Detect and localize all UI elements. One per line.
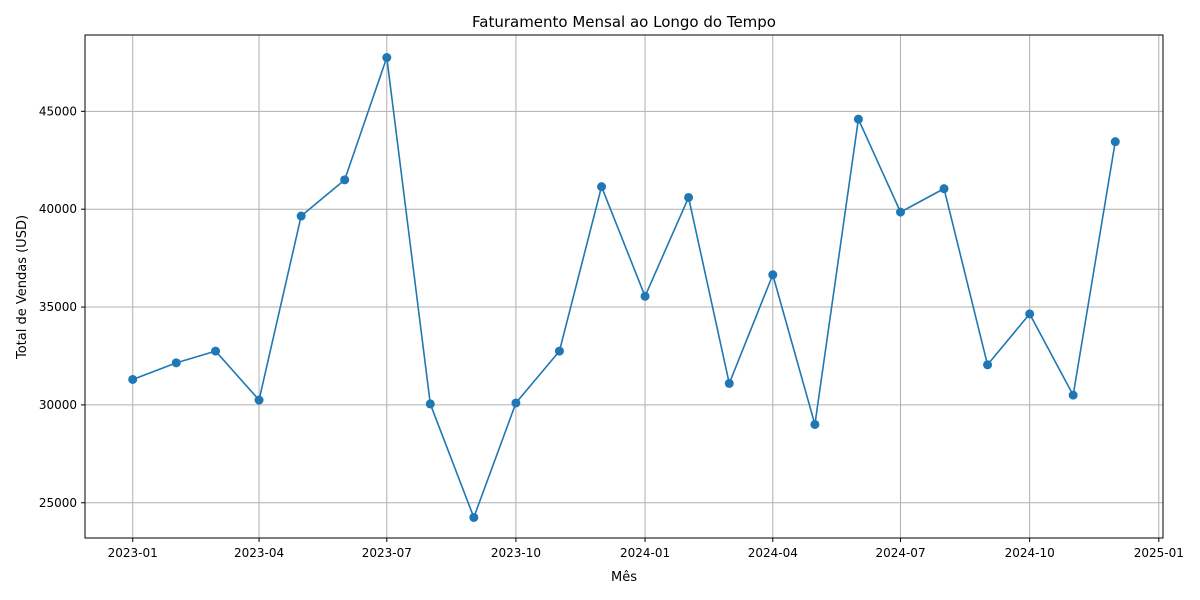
data-point xyxy=(211,346,221,356)
x-tick-label: 2024-04 xyxy=(748,546,798,560)
data-point xyxy=(1068,390,1078,400)
data-point xyxy=(768,270,778,280)
y-tick-label: 40000 xyxy=(39,202,77,216)
data-point xyxy=(896,207,906,217)
x-axis: 2023-01 2023-04 2023-07 2023-10 2024-01 2024-… xyxy=(108,538,1184,560)
data-point xyxy=(684,192,694,202)
data-point xyxy=(554,346,564,356)
x-tick-label: 2023-01 xyxy=(108,546,158,560)
data-point xyxy=(511,398,521,408)
data-point xyxy=(128,374,138,384)
y-tick-label: 35000 xyxy=(39,300,77,314)
x-tick-label: 2024-01 xyxy=(620,546,670,560)
y-tick-label: 25000 xyxy=(39,496,77,510)
x-tick-label: 2023-10 xyxy=(491,546,541,560)
data-point xyxy=(340,175,350,185)
chart-title: Faturamento Mensal ao Longo do Tempo xyxy=(472,13,776,31)
data-point xyxy=(382,53,392,63)
y-tick-label: 45000 xyxy=(39,104,77,118)
x-tick-label: 2025-01 xyxy=(1134,546,1184,560)
data-point xyxy=(853,114,863,124)
grid xyxy=(85,35,1163,538)
data-point xyxy=(939,184,949,194)
x-axis-label: Mês xyxy=(611,570,637,585)
y-axis: 25000 30000 35000 40000 45000 xyxy=(39,104,85,510)
data-point xyxy=(597,182,607,192)
data-point xyxy=(171,358,181,368)
data-point xyxy=(640,291,650,301)
series-line xyxy=(132,56,1117,519)
y-axis-label: Total de Vendas (USD) xyxy=(15,215,30,360)
data-point xyxy=(425,399,435,409)
data-point xyxy=(296,211,306,221)
x-tick-label: 2024-07 xyxy=(875,546,925,560)
data-point xyxy=(810,419,820,429)
data-point xyxy=(469,512,479,522)
x-tick-label: 2024-10 xyxy=(1005,546,1055,560)
data-point xyxy=(1110,137,1120,147)
y-tick-label: 30000 xyxy=(39,398,77,412)
data-point xyxy=(1025,309,1035,319)
data-point xyxy=(254,395,264,405)
x-tick-label: 2023-04 xyxy=(234,546,284,560)
data-point xyxy=(983,360,993,370)
x-tick-label: 2023-07 xyxy=(362,546,412,560)
plot-area xyxy=(84,34,1164,539)
series-layer xyxy=(128,53,1120,522)
data-point xyxy=(724,378,734,388)
